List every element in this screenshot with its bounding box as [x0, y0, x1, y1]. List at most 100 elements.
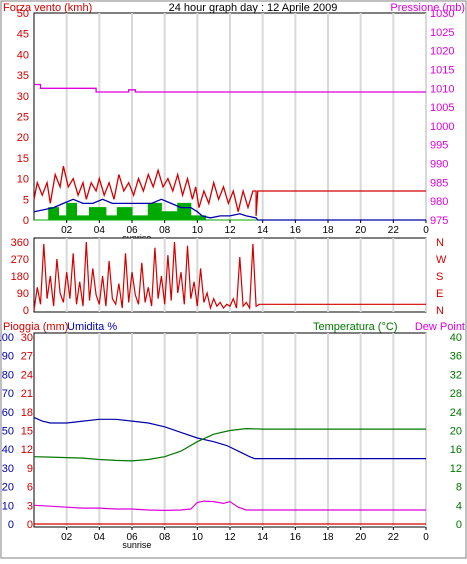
- compass-label: S: [436, 271, 443, 283]
- x-tick-label: 16: [290, 225, 302, 236]
- dew-point-axis-title: Dew Point: [415, 321, 465, 333]
- pressure-tick-label: 990: [430, 159, 448, 171]
- rain-tick-label: 9: [27, 463, 33, 475]
- compass-label: E: [436, 288, 443, 300]
- pressure-tick-label: 985: [430, 177, 448, 189]
- humidity-tick-label: 100: [0, 332, 14, 344]
- x-tick-label: 06: [126, 532, 138, 543]
- x-tick-label: 02: [61, 225, 73, 236]
- wind-direction-series: [33, 241, 426, 311]
- wind-speed-tick-label: 5: [23, 194, 29, 206]
- temperature-tick-label: 0: [456, 519, 462, 531]
- wind-speed-axis: 0 5 10 15 20 25 30 35 40 45 50: [17, 8, 29, 227]
- wind-speed-tick-label: 25: [17, 112, 29, 124]
- x-tick-label: 0: [423, 225, 429, 236]
- wind-speed-tick-label: 0: [23, 215, 29, 227]
- wind-direction-axis: 0 90 180 270 360: [11, 237, 29, 317]
- humidity-tick-label: 0: [8, 519, 14, 531]
- wind-speed-tick-label: 35: [17, 70, 29, 82]
- humidity-axis: 0 10 20 30 40 50 60 70 80 90 100: [0, 332, 14, 531]
- pressure-series: [34, 83, 426, 93]
- temperature-tick-label: 8: [456, 482, 462, 494]
- humidity-tick-label: 70: [2, 388, 14, 400]
- wind-direction-series: [33, 241, 426, 311]
- humidity-tick-label: 40: [2, 444, 14, 456]
- rain-tick-label: 0: [27, 519, 33, 531]
- compass-label: W: [436, 254, 447, 266]
- wind-axis-title: Forza vento (kmh): [3, 2, 92, 14]
- rain-tick-label: 6: [27, 482, 33, 494]
- rain-tick-label: 21: [21, 388, 33, 400]
- x-tick-label: 04: [94, 532, 106, 543]
- rain-tick-label: 3: [27, 500, 33, 512]
- humidity-tick-label: 30: [2, 463, 14, 475]
- wind-direction-tick-label: 90: [17, 288, 29, 300]
- pressure-tick-label: 1005: [430, 102, 454, 114]
- sunrise-label: sunrise: [122, 540, 151, 550]
- x-tick-label: 20: [355, 532, 367, 543]
- wind-speed-tick-label: 45: [17, 29, 29, 41]
- x-tick-label: 08: [159, 225, 171, 236]
- x-tick-label: 04: [94, 225, 106, 236]
- x-tick-label: 12: [224, 225, 236, 236]
- pressure-tick-label: 1030: [430, 8, 454, 20]
- chart-title: 24 hour graph day : 12 Aprile 2009: [169, 2, 338, 14]
- humidity-tick-label: 90: [2, 351, 14, 363]
- x-tick-label: 22: [388, 532, 400, 543]
- x-tick-label: 06: [126, 225, 138, 236]
- humidity-axis-title: Umidita %: [67, 321, 117, 333]
- pressure-tick-label: 975: [430, 215, 448, 227]
- wind-direction-tick-label: 270: [11, 254, 29, 266]
- wind-speed-tick-label: 30: [17, 91, 29, 103]
- pressure-tick-label: 995: [430, 140, 448, 152]
- wind-speed-tick-label: 20: [17, 132, 29, 144]
- pressure-tick-label: 1025: [430, 27, 454, 39]
- x-tick-label: 18: [322, 532, 334, 543]
- rain-tick-label: 15: [21, 426, 33, 438]
- wind-speed-tick-label: 10: [17, 174, 29, 186]
- rain-tick-label: 30: [21, 332, 33, 344]
- temperature-tick-label: 12: [450, 463, 462, 475]
- wind-pressure-series: [33, 83, 426, 221]
- x-tick-label: 18: [322, 225, 334, 236]
- rain-humidity-temperature-series: [33, 416, 426, 525]
- rain-axis: 0 3 6 9 12 15 18 21 24 27 30: [21, 332, 33, 531]
- rain-tick-label: 27: [21, 351, 33, 363]
- wind-average-series: [33, 198, 426, 221]
- pressure-tick-label: 1015: [430, 64, 454, 76]
- pressure-tick-label: 1020: [430, 46, 454, 58]
- x-tick-label: 14: [257, 532, 269, 543]
- rain-tick-label: 24: [21, 369, 33, 381]
- temperature-axis: 0 4 8 12 16 20 24 28 32 36 40: [450, 332, 462, 531]
- wind-direction-tick-label: 360: [11, 237, 29, 249]
- humidity-tick-label: 50: [2, 426, 14, 438]
- wind-speed-tick-label: 50: [17, 8, 29, 20]
- x-tick-label: 14: [257, 225, 269, 236]
- rain-axis-title: Pioggia (mm): [3, 321, 68, 333]
- x-tick-label: 22: [388, 225, 400, 236]
- temperature-tick-label: 40: [450, 332, 462, 344]
- temperature-tick-label: 20: [450, 426, 462, 438]
- temperature-tick-label: 36: [450, 351, 462, 363]
- x-tick-label: 02: [61, 532, 73, 543]
- temperature-tick-label: 32: [450, 369, 462, 381]
- wind-direction-tick-label: 180: [11, 271, 29, 283]
- wind-speed-tick-label: 15: [17, 153, 29, 165]
- temperature-tick-label: 16: [450, 444, 462, 456]
- wind-speed-tick-label: 40: [17, 49, 29, 61]
- humidity-series: [33, 416, 426, 460]
- temperature-tick-label: 28: [450, 388, 462, 400]
- x-tick-label: 20: [355, 225, 367, 236]
- x-tick-label: 12: [224, 532, 236, 543]
- pressure-tick-label: 980: [430, 196, 448, 208]
- temperature-series: [33, 427, 426, 462]
- temperature-axis-title: Temperatura (°C): [313, 321, 397, 333]
- wind-direction-grid: [65, 238, 427, 312]
